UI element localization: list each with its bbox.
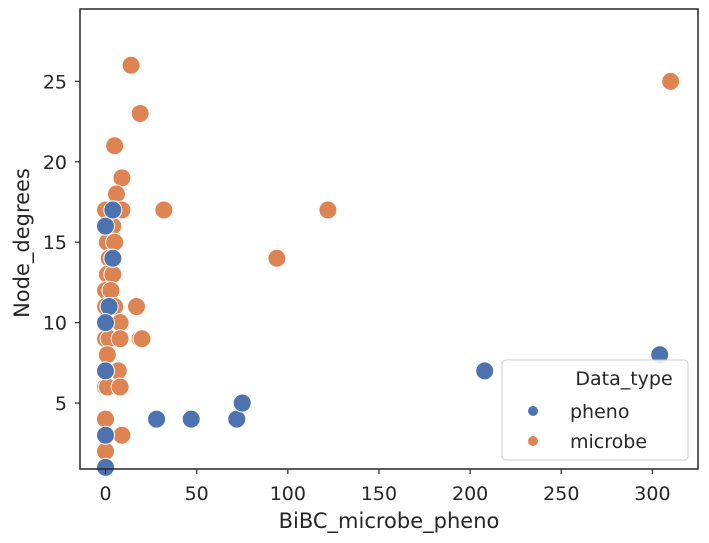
point-microbe — [154, 200, 174, 220]
point-microbe — [105, 232, 125, 252]
point-microbe — [267, 248, 287, 268]
point-pheno — [96, 313, 116, 333]
legend-marker-pheno — [528, 406, 538, 416]
point-pheno — [103, 248, 123, 268]
point-microbe — [112, 425, 132, 445]
point-pheno — [96, 457, 116, 477]
y-tick-label: 15 — [43, 232, 67, 254]
point-microbe — [103, 264, 123, 284]
legend-marker-microbe — [528, 436, 538, 446]
plot-frame — [79, 8, 699, 470]
legend-label-microbe: microbe — [570, 431, 647, 453]
point-microbe — [318, 200, 338, 220]
tick-labels: 0 50 100 150 200 250 300 5 10 15 20 25 — [43, 71, 671, 505]
point-pheno — [96, 425, 116, 445]
point-pheno — [232, 393, 252, 413]
point-microbe — [130, 104, 150, 124]
point-microbe — [96, 409, 116, 429]
x-tick-label: 50 — [185, 483, 209, 505]
points-layer — [96, 55, 681, 477]
point-pheno — [96, 361, 116, 381]
y-axis-label: Node_degrees — [10, 168, 35, 318]
point-pheno — [227, 409, 247, 429]
point-microbe — [96, 441, 116, 461]
legend: Data_type pheno microbe — [501, 359, 689, 461]
legend-box — [501, 359, 689, 461]
point-microbe — [101, 280, 121, 300]
point-pheno — [475, 361, 495, 381]
point-microbe — [105, 136, 125, 156]
y-tick-label: 25 — [43, 71, 67, 93]
point-microbe — [106, 184, 126, 204]
legend-label-pheno: pheno — [570, 401, 629, 423]
point-pheno — [99, 297, 119, 317]
x-axis-label: BiBC_microbe_pheno — [279, 509, 500, 534]
x-tick-label: 200 — [452, 483, 488, 505]
point-pheno — [103, 200, 123, 220]
legend-title: Data_type — [575, 368, 672, 390]
point-pheno — [181, 409, 201, 429]
x-tick-label: 250 — [543, 483, 579, 505]
point-microbe — [97, 345, 117, 365]
point-microbe — [112, 168, 132, 188]
point-microbe — [127, 297, 147, 317]
point-pheno — [96, 216, 116, 236]
point-microbe — [110, 329, 130, 349]
y-tick-label: 20 — [43, 152, 67, 174]
x-tick-label: 300 — [634, 483, 670, 505]
x-tick-label: 100 — [270, 483, 306, 505]
point-microbe — [110, 377, 130, 397]
x-tick-label: 150 — [361, 483, 397, 505]
y-tick-label: 10 — [43, 313, 67, 335]
y-tick-label: 5 — [55, 393, 67, 415]
point-microbe — [121, 55, 141, 75]
point-microbe — [661, 71, 681, 91]
x-tick-label: 0 — [99, 483, 111, 505]
point-microbe — [132, 329, 152, 349]
point-pheno — [147, 409, 167, 429]
